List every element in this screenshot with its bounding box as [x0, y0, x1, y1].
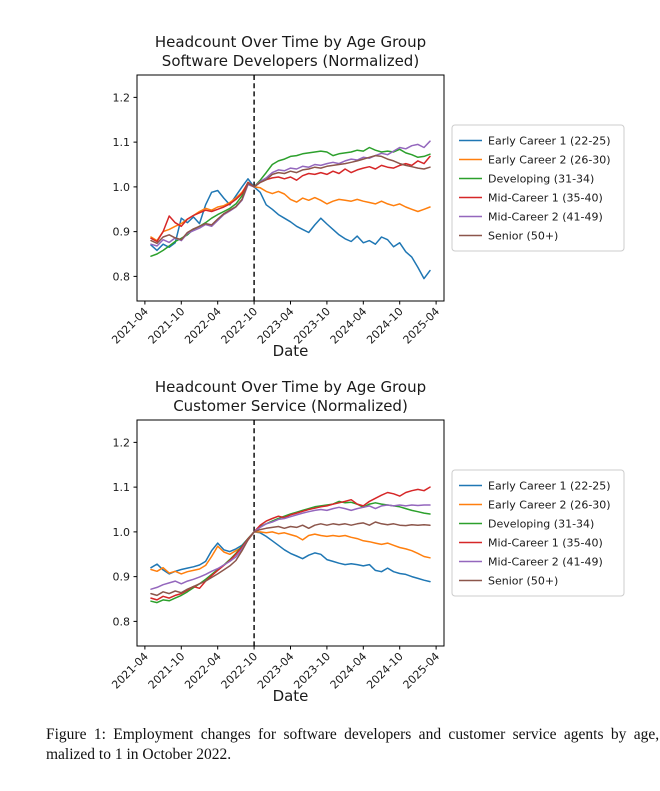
series-line-early-career-1-22-25- — [150, 531, 431, 583]
legend-entry: Early Career 1 (22-25) — [459, 135, 611, 148]
legend: Early Career 1 (22-25) Early Career 2 (26… — [451, 469, 625, 597]
legend-label: Early Career 2 (26-30) — [488, 499, 611, 512]
legend-label: Senior (50+) — [488, 575, 558, 588]
x-tick-label: 2024-04 — [328, 305, 370, 347]
figure-caption: Figure 1: Employment changes for softwar… — [46, 725, 660, 765]
x-tick-label: 2023-04 — [255, 305, 297, 347]
y-tick-label: 1.1 — [113, 481, 131, 494]
x-tick-label: 2023-04 — [255, 650, 297, 692]
line-chart-customer-service: 0.8 0.9 1.0 1.1 1.2 2021-042021-102022-042022… — [109, 419, 625, 705]
y-tick-label: 1.2 — [113, 91, 131, 104]
legend-label: Senior (50+) — [488, 230, 558, 243]
x-axis-label: Date — [273, 342, 309, 360]
x-tick-label: 2023-10 — [291, 650, 333, 692]
legend-entry: Developing (31-34) — [459, 518, 594, 531]
x-axis-label: Date — [273, 687, 309, 705]
plot-border — [136, 419, 445, 647]
series-line-early-career-2-26-30- — [150, 182, 431, 242]
chart-block-software-developers: Headcount Over Time by Age Group Softwar… — [40, 18, 660, 363]
y-tick-label: 0.9 — [113, 226, 131, 239]
line-chart-software-developers: 0.8 0.9 1.0 1.1 1.2 2021-042021-102022-042022… — [109, 74, 625, 360]
x-tick-label: 2021-04 — [109, 305, 151, 347]
chart-title-customer-service: Headcount Over Time by Age Group Custome… — [137, 378, 444, 416]
caption-line-2: malized to 1 in October 2022. — [46, 746, 232, 763]
chart-block-customer-service: Headcount Over Time by Age Group Custome… — [40, 363, 660, 708]
x-tick-label: 2025-04 — [401, 305, 443, 347]
legend-entry: Senior (50+) — [459, 575, 558, 588]
legend-entry: Developing (31-34) — [459, 173, 594, 186]
y-tick-label: 1.0 — [113, 181, 131, 194]
legend-entry: Early Career 2 (26-30) — [459, 154, 611, 167]
y-tick-label: 0.8 — [113, 270, 131, 283]
legend-box — [451, 124, 625, 252]
legend-entry: Mid-Career 2 (41-49) — [459, 556, 603, 569]
chart-title-line2: Customer Service (Normalized) — [173, 397, 408, 415]
legend-box — [451, 469, 625, 597]
series-line-senior-50- — [150, 154, 431, 245]
chart-title-line1: Headcount Over Time by Age Group — [154, 33, 427, 51]
x-tick-label: 2024-10 — [364, 650, 406, 692]
series-line-early-career-2-26-30- — [150, 531, 431, 575]
series-line-early-career-1-22-25- — [150, 178, 431, 280]
legend-label: Early Career 1 (22-25) — [488, 135, 611, 148]
x-tick-label: 2022-10 — [219, 305, 261, 347]
legend-label: Developing (31-34) — [488, 173, 594, 186]
y-tick-label: 1.2 — [113, 436, 131, 449]
chart-title-line2: Software Developers (Normalized) — [161, 52, 420, 70]
legend-entry: Senior (50+) — [459, 230, 558, 243]
legend-entry: Mid-Career 1 (35-40) — [459, 537, 603, 550]
series-line-senior-50- — [150, 521, 431, 597]
x-tick-label: 2022-04 — [182, 650, 224, 692]
series-line-mid-career-1-35-40- — [150, 486, 431, 601]
legend-label: Mid-Career 1 (35-40) — [488, 537, 603, 550]
legend-label: Mid-Career 2 (41-49) — [488, 556, 603, 569]
figure-1: Headcount Over Time by Age Group Softwar… — [40, 16, 660, 775]
x-tick-label: 2021-04 — [109, 650, 151, 692]
chart-title-line1: Headcount Over Time by Age Group — [154, 378, 427, 396]
series-line-mid-career-2-41-49- — [150, 504, 431, 590]
caption-line-1: Figure 1: Employment changes for softwar… — [46, 726, 660, 743]
legend-entry: Early Career 2 (26-30) — [459, 499, 611, 512]
legend-label: Developing (31-34) — [488, 518, 594, 531]
legend-label: Early Career 1 (22-25) — [488, 480, 611, 493]
x-tick-label: 2024-04 — [328, 650, 370, 692]
x-tick-label: 2021-10 — [146, 650, 188, 692]
legend-entry: Mid-Career 1 (35-40) — [459, 192, 603, 205]
y-tick-label: 1.0 — [113, 526, 131, 539]
series-line-mid-career-2-41-49- — [150, 140, 431, 247]
y-tick-label: 0.8 — [113, 615, 131, 628]
x-tick-label: 2022-04 — [182, 305, 224, 347]
legend-entry: Mid-Career 2 (41-49) — [459, 211, 603, 224]
legend: Early Career 1 (22-25) Early Career 2 (26… — [451, 124, 625, 252]
legend-label: Early Career 2 (26-30) — [488, 154, 611, 167]
x-tick-label: 2023-10 — [291, 305, 333, 347]
x-tick-label: 2021-10 — [146, 305, 188, 347]
series-line-mid-career-1-35-40- — [150, 155, 431, 243]
plot-border — [136, 74, 445, 302]
x-tick-label: 2024-10 — [364, 305, 406, 347]
y-tick-label: 0.9 — [113, 571, 131, 584]
legend-label: Mid-Career 1 (35-40) — [488, 192, 603, 205]
chart-title-software-developers: Headcount Over Time by Age Group Softwar… — [137, 33, 444, 71]
legend-label: Mid-Career 2 (41-49) — [488, 211, 603, 224]
legend-entry: Early Career 1 (22-25) — [459, 480, 611, 493]
y-tick-label: 1.1 — [113, 136, 131, 149]
x-tick-label: 2022-10 — [219, 650, 261, 692]
x-tick-label: 2025-04 — [401, 650, 443, 692]
